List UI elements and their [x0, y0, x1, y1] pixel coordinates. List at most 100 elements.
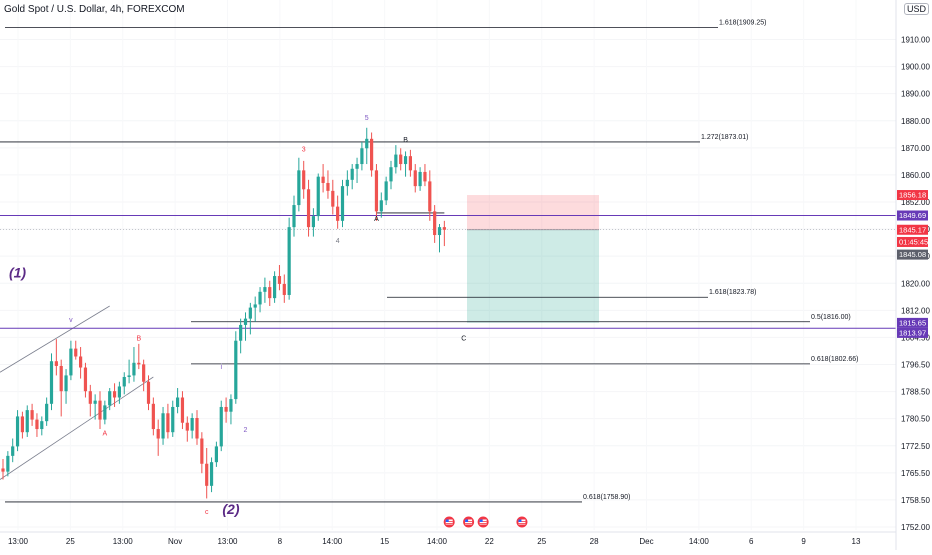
candle-body[interactable] [389, 167, 393, 182]
candle-body[interactable] [15, 416, 20, 447]
candle-body[interactable] [287, 227, 291, 295]
candle-body[interactable] [370, 138, 374, 171]
candle-body[interactable] [365, 138, 369, 149]
candle-body[interactable] [1, 468, 5, 472]
candle-body[interactable] [437, 227, 442, 236]
candle-body[interactable] [433, 211, 437, 236]
candle-body[interactable] [302, 170, 306, 190]
candle-body[interactable] [268, 287, 272, 299]
candle-body[interactable] [234, 340, 238, 400]
candle-body[interactable] [122, 376, 126, 387]
candle-body[interactable] [306, 189, 311, 228]
candle-body[interactable] [355, 164, 359, 169]
candle-body[interactable] [64, 375, 68, 392]
candle-body[interactable] [360, 148, 364, 165]
currency-selector[interactable]: USD [904, 3, 930, 15]
candle-body[interactable] [40, 421, 44, 430]
candle-body[interactable] [137, 362, 141, 365]
candle-body[interactable] [374, 170, 379, 212]
candle-body[interactable] [127, 375, 131, 377]
candle-body[interactable] [336, 206, 340, 221]
candle-body[interactable] [345, 179, 349, 187]
candle-body[interactable] [156, 429, 160, 439]
calendar-event-icon[interactable] [476, 515, 490, 529]
candle-body[interactable] [253, 304, 257, 308]
candle-body[interactable] [35, 419, 39, 430]
candle-body[interactable] [195, 418, 199, 439]
candle-body[interactable] [394, 154, 398, 168]
candle-body[interactable] [93, 400, 97, 404]
candle-body[interactable] [166, 413, 170, 433]
candle-body[interactable] [399, 154, 403, 165]
candle-body[interactable] [273, 276, 277, 299]
calendar-event-icon[interactable] [462, 515, 476, 529]
calendar-event-icon[interactable] [515, 515, 529, 529]
candle-body[interactable] [146, 381, 151, 404]
candle-body[interactable] [248, 307, 252, 319]
candle-body[interactable] [83, 367, 88, 392]
candle-body[interactable] [209, 462, 214, 486]
candle-body[interactable] [423, 171, 427, 182]
candle-body[interactable] [413, 170, 417, 187]
candle-body[interactable] [263, 287, 267, 292]
candle-body[interactable] [428, 181, 432, 212]
calendar-event-icon[interactable] [442, 515, 456, 529]
candle-body[interactable] [45, 403, 49, 422]
candle-body[interactable] [190, 418, 194, 431]
candle-body[interactable] [258, 291, 262, 305]
candle-body[interactable] [316, 176, 320, 217]
candle-body[interactable] [117, 386, 121, 398]
candle-body[interactable] [88, 391, 92, 404]
candle-body[interactable] [161, 413, 165, 439]
candle-body[interactable] [30, 410, 34, 420]
candle-body[interactable] [79, 356, 83, 368]
candle-body[interactable] [98, 400, 102, 420]
candle-body[interactable] [54, 361, 58, 366]
candle-body[interactable] [219, 406, 223, 447]
candle-body[interactable] [403, 156, 408, 165]
candle-body[interactable] [321, 176, 325, 183]
candle-body[interactable] [180, 397, 185, 423]
candle-body[interactable] [350, 168, 354, 180]
candle-body[interactable] [74, 348, 78, 357]
candle-body[interactable] [408, 156, 412, 171]
candle-body[interactable] [418, 171, 422, 187]
candle-body[interactable] [142, 364, 146, 382]
candle-body[interactable] [59, 365, 63, 392]
candle-body[interactable] [311, 216, 315, 228]
candle-body[interactable] [25, 410, 29, 433]
candle-body[interactable] [11, 446, 15, 456]
candle-body[interactable] [6, 455, 10, 472]
candle-body[interactable] [69, 348, 73, 376]
candle-body[interactable] [243, 318, 248, 325]
candle-body[interactable] [103, 405, 107, 420]
candle-body[interactable] [151, 403, 155, 430]
candle-body[interactable] [112, 391, 117, 398]
candle-body[interactable] [331, 190, 335, 207]
candle-body[interactable] [277, 276, 282, 284]
candle-body[interactable] [229, 399, 233, 412]
candle-body[interactable] [200, 438, 204, 464]
candle-body[interactable] [282, 283, 286, 295]
candle-body[interactable] [132, 362, 136, 376]
candle-body[interactable] [292, 205, 296, 228]
position-target-zone[interactable] [467, 229, 599, 323]
candle-body[interactable] [379, 200, 383, 212]
candle-body[interactable] [239, 324, 243, 341]
candle-body[interactable] [214, 446, 218, 463]
candle-body[interactable] [185, 422, 189, 431]
candle-body[interactable] [49, 361, 54, 404]
candle-body[interactable] [297, 170, 301, 206]
candle-body[interactable] [205, 463, 209, 486]
position-stop-zone[interactable] [467, 195, 599, 230]
candle-body[interactable] [224, 406, 228, 412]
candle-body[interactable] [20, 416, 24, 433]
candle-body[interactable] [176, 397, 180, 407]
candle-body[interactable] [108, 391, 112, 406]
candle-body[interactable] [340, 186, 345, 221]
candle-body[interactable] [171, 406, 175, 433]
candle-body[interactable] [326, 182, 330, 191]
candle-body[interactable] [384, 181, 388, 201]
